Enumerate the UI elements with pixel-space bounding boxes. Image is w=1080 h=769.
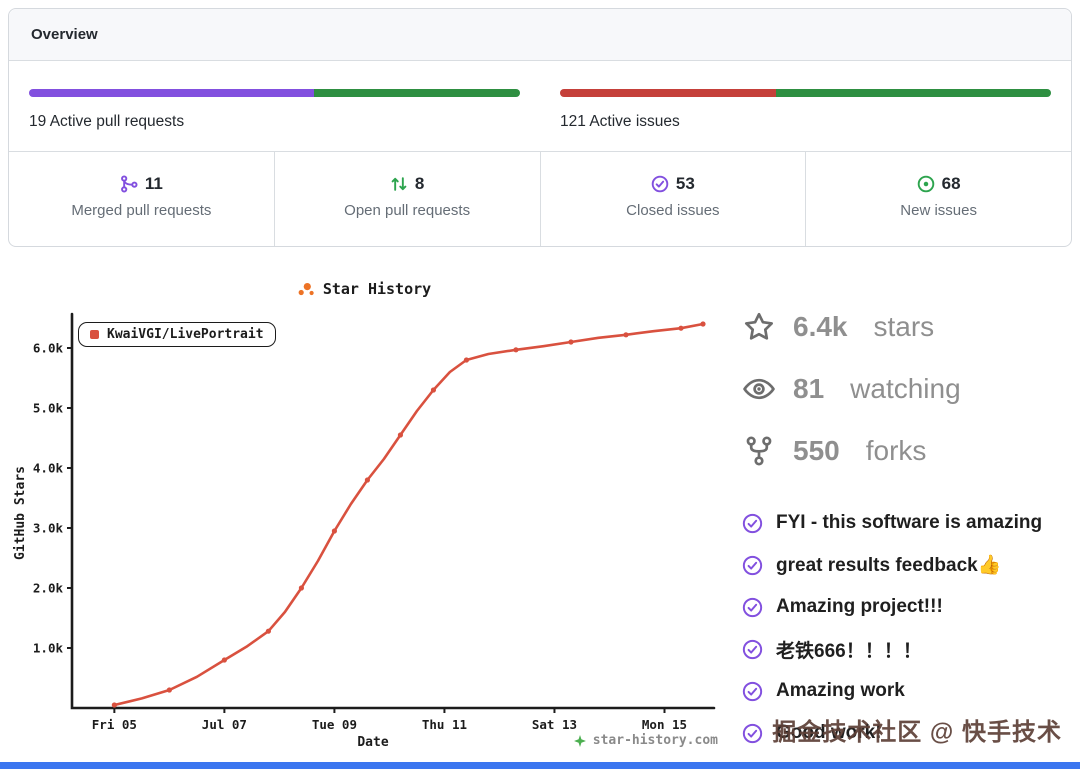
issues-bar-group: 121 Active issues <box>540 89 1071 131</box>
fork-icon <box>746 436 772 466</box>
closed-issues-segment <box>560 89 777 97</box>
svg-text:Sat 13: Sat 13 <box>532 717 577 732</box>
comment-text: great results feedback👍 <box>776 555 1002 576</box>
stars-stat[interactable]: 6.4k stars <box>742 296 1068 358</box>
comment-item[interactable]: 老铁666！！！！ <box>742 628 1068 670</box>
check-circle-icon <box>742 513 763 533</box>
star-history-chart: Star History 1.0k 2.0k 3.0k 4.0k 5.0k 6.0k Fri… <box>8 276 720 758</box>
svg-text:Date: Date <box>357 735 388 750</box>
eye-icon <box>743 378 775 400</box>
stat-new-label: New issues <box>900 202 977 219</box>
overview-title: Overview <box>31 26 98 43</box>
credit-text: star-history.com <box>592 733 718 748</box>
svg-text:4.0k: 4.0k <box>33 461 64 476</box>
stat-new-top: 68 <box>806 174 1071 194</box>
activity-bars-row: 19 Active pull requests 121 Active issue… <box>9 61 1071 151</box>
svg-text:Mon 15: Mon 15 <box>642 717 687 732</box>
issues-meter-label: 121 Active issues <box>560 113 1051 131</box>
comment-item[interactable]: great results feedback👍 <box>742 544 1068 586</box>
check-circle-icon <box>742 681 763 701</box>
stars-value: 6.4k <box>793 311 848 342</box>
stat-open-value: 8 <box>414 174 425 193</box>
stat-closed-label: Closed issues <box>626 202 720 219</box>
stat-merged-value: 11 <box>144 174 163 193</box>
stat-new-issues[interactable]: 68 New issues <box>805 152 1071 246</box>
issues-meter <box>560 89 1051 97</box>
stat-open-top: 8 <box>275 174 540 194</box>
check-circle-icon <box>742 639 763 659</box>
sparkle-icon <box>573 734 586 747</box>
chart-legend: KwaiVGI/LivePortrait <box>78 322 276 347</box>
overview-stats-row: 11 Merged pull requests 8 Open pull requ… <box>9 151 1071 246</box>
bottom-blue-strip <box>0 762 1080 769</box>
svg-text:2.0k: 2.0k <box>33 581 64 596</box>
star-history-credit-link[interactable]: star-history.com <box>573 733 718 748</box>
comment-text: Amazing work <box>776 680 905 701</box>
overview-panel: Overview 19 Active pull requests 121 Act… <box>8 8 1072 247</box>
svg-text:Thu 11: Thu 11 <box>422 717 467 732</box>
watching-value: 81 <box>793 373 825 404</box>
svg-text:Tue 09: Tue 09 <box>312 717 357 732</box>
git-merge-icon <box>120 175 138 193</box>
comment-item[interactable]: Good work! <box>742 712 1068 754</box>
legend-swatch <box>90 330 99 339</box>
stat-new-value: 68 <box>941 174 961 193</box>
comment-text: FYI - this software is amazing <box>776 512 1043 533</box>
chart-title: Star History <box>322 280 432 298</box>
check-circle-icon <box>742 723 763 743</box>
open-pr-segment <box>313 89 520 97</box>
pull-requests-bar-group: 19 Active pull requests <box>9 89 540 131</box>
stat-closed-issues[interactable]: 53 Closed issues <box>539 152 806 246</box>
stat-closed-value: 53 <box>675 174 695 193</box>
stat-open-label: Open pull requests <box>344 202 471 219</box>
forks-label: forks <box>865 435 927 466</box>
comment-text: Amazing project!!! <box>776 596 943 617</box>
active-pr-count: 19 <box>29 113 47 130</box>
comment-text: Good work! <box>776 722 882 743</box>
stat-merged-pull-requests[interactable]: 11 Merged pull requests <box>9 152 274 246</box>
active-issues-count: 121 <box>560 113 586 130</box>
svg-text:1.0k: 1.0k <box>33 641 64 656</box>
check-circle-icon <box>651 175 669 193</box>
issue-comments-list: FYI - this software is amazing great res… <box>742 502 1068 754</box>
pull-requests-meter-label: 19 Active pull requests <box>29 113 520 131</box>
svg-text:5.0k: 5.0k <box>33 401 64 416</box>
legend-series-name: KwaiVGI/LivePortrait <box>107 327 264 342</box>
stat-open-pull-requests[interactable]: 8 Open pull requests <box>273 152 540 246</box>
comment-item[interactable]: FYI - this software is amazing <box>742 502 1068 544</box>
forks-stat[interactable]: 550 forks <box>742 420 1068 482</box>
comment-item[interactable]: Amazing work <box>742 670 1068 712</box>
star-history-logo-icon <box>298 283 314 296</box>
active-issues-text: Active issues <box>589 113 680 130</box>
star-history-plot: 1.0k 2.0k 3.0k 4.0k 5.0k 6.0k Fri 05 Jul 07 Tue … <box>13 312 716 750</box>
pull-requests-meter <box>29 89 520 97</box>
svg-text:Fri 05: Fri 05 <box>92 717 137 732</box>
stat-merged-top: 11 <box>9 174 274 194</box>
overview-header: Overview <box>9 9 1071 61</box>
repo-stats-column: 6.4k stars 81 watching 550 forks FYI - t… <box>742 296 1068 754</box>
comment-item[interactable]: Amazing project!!! <box>742 586 1068 628</box>
merged-pr-segment <box>29 89 314 97</box>
check-circle-icon <box>742 555 763 575</box>
new-issues-segment <box>776 89 1051 97</box>
svg-text:Jul 07: Jul 07 <box>202 717 247 732</box>
juejin-watermark: 掘金技术社区 @ 快手技术 <box>772 719 1062 746</box>
star-outline-icon <box>744 312 774 340</box>
chart-title-row: Star History <box>8 276 720 302</box>
forks-value: 550 <box>793 435 840 466</box>
arrows-up-down-icon <box>391 177 407 191</box>
watching-stat[interactable]: 81 watching <box>742 358 1068 420</box>
stat-merged-label: Merged pull requests <box>71 202 212 219</box>
svg-text:GitHub Stars: GitHub Stars <box>13 466 28 560</box>
check-circle-icon <box>742 597 763 617</box>
stars-label: stars <box>873 311 935 342</box>
stat-closed-top: 53 <box>541 174 806 194</box>
issue-opened-icon <box>917 175 934 193</box>
active-pr-text: Active pull requests <box>49 113 185 130</box>
comment-text: 老铁666！！！！ <box>776 640 922 662</box>
svg-text:3.0k: 3.0k <box>33 521 64 536</box>
svg-text:6.0k: 6.0k <box>33 341 64 356</box>
watching-label: watching <box>850 373 961 404</box>
